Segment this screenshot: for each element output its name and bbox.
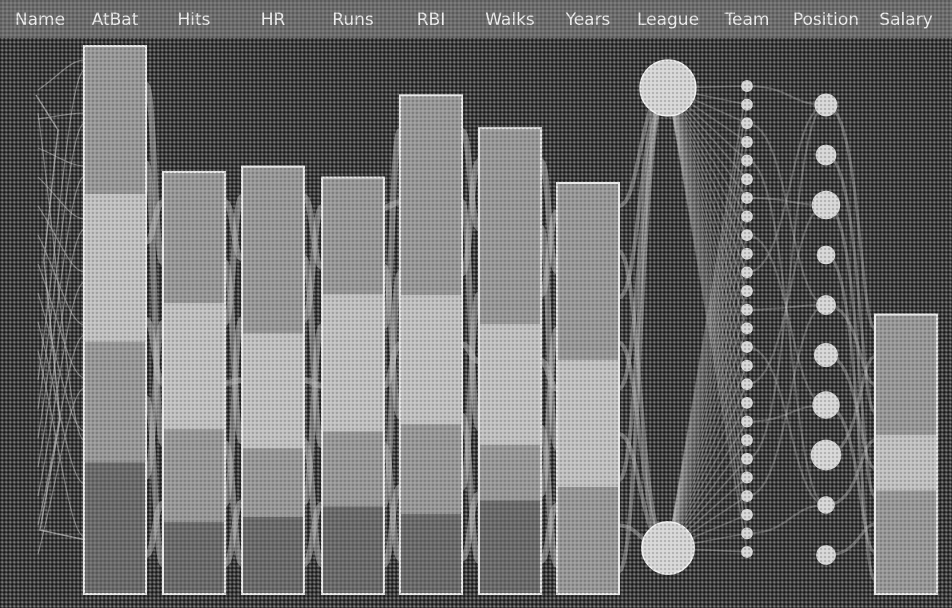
- bars-layer: [83, 45, 938, 596]
- bar-segment-hits: [163, 172, 225, 303]
- team-node: [741, 247, 753, 260]
- ribbon-name: [37, 147, 86, 167]
- team-node: [741, 471, 753, 484]
- position-node: [816, 545, 836, 565]
- header-atbat: AtBat: [92, 10, 139, 30]
- league-node: [641, 521, 695, 575]
- team-node: [741, 341, 753, 353]
- team-node: [741, 191, 753, 204]
- team-node: [741, 173, 753, 186]
- bar-segment-hr: [242, 448, 304, 518]
- team-node: [741, 434, 753, 447]
- position-node: [816, 245, 836, 265]
- bar-segment-walks: [479, 323, 541, 445]
- bar-segment-hr: [242, 166, 304, 334]
- ribbon-team-position: [746, 104, 827, 274]
- position-node: [812, 391, 840, 419]
- bar-segment-runs: [322, 506, 384, 594]
- team-node: [741, 527, 753, 540]
- bar-segment-hits: [163, 429, 225, 523]
- team-node: [741, 490, 753, 502]
- bar-segment-hr: [242, 517, 304, 594]
- ribbon-name: [37, 112, 86, 120]
- bar-segment-years: [557, 359, 619, 488]
- header-salary: Salary: [879, 10, 932, 30]
- ribbon-team-position: [746, 504, 827, 535]
- team-node: [741, 322, 753, 335]
- bar-segment-salary: [875, 490, 937, 594]
- team-node: [741, 285, 753, 297]
- bar-segment-atbat: [84, 341, 146, 463]
- team-node: [741, 136, 753, 148]
- team-node: [741, 303, 753, 316]
- ribbon-name: [37, 175, 86, 439]
- bar-segment-hr: [242, 333, 304, 449]
- team-node: [741, 80, 753, 92]
- league-node: [639, 59, 697, 117]
- bar-segment-salary: [875, 314, 937, 435]
- bar-segment-atbat: [84, 462, 146, 594]
- team-node: [741, 98, 753, 111]
- header-hr: HR: [261, 10, 286, 30]
- bar-segment-atbat: [84, 46, 146, 194]
- bar-segment-salary: [875, 434, 937, 491]
- bar-segment-years: [557, 487, 619, 594]
- team-node: [741, 452, 753, 465]
- team-node: [741, 117, 753, 130]
- bar-segment-hits: [163, 302, 225, 430]
- header-league: League: [637, 10, 699, 30]
- bar-segment-rbi: [400, 95, 462, 295]
- header-walks: Walks: [485, 10, 535, 30]
- position-node: [815, 144, 837, 166]
- position-node: [817, 496, 835, 514]
- ribbon-team-position: [746, 204, 827, 386]
- ribbon-name-outline: [35, 94, 87, 541]
- bar-segment-years: [557, 183, 619, 360]
- header-years: Years: [565, 10, 611, 30]
- bar-segment-walks: [479, 128, 541, 324]
- team-node: [741, 229, 753, 241]
- ribbon-name: [37, 176, 86, 220]
- team-node: [741, 210, 753, 223]
- header-rbi: RBI: [417, 10, 446, 30]
- position-node: [810, 439, 842, 471]
- position-node: [813, 342, 839, 368]
- bar-segment-walks: [479, 500, 541, 594]
- team-node: [741, 359, 753, 372]
- team-node: [741, 508, 753, 521]
- header-team: Team: [724, 10, 770, 30]
- position-node: [811, 190, 841, 220]
- bar-segment-rbi: [400, 424, 462, 515]
- bar-segment-rbi: [400, 294, 462, 425]
- ribbon-team-position: [746, 345, 827, 506]
- team-node: [741, 266, 753, 279]
- team-node: [741, 546, 753, 558]
- team-node: [741, 415, 753, 428]
- bar-segment-atbat: [84, 193, 146, 342]
- header-hits: Hits: [177, 10, 210, 30]
- ribbon-name: [37, 59, 86, 91]
- bar-segment-runs: [322, 431, 384, 507]
- position-node: [816, 295, 836, 315]
- team-node: [741, 378, 753, 391]
- bar-segment-hits: [163, 522, 225, 594]
- header-name: Name: [15, 10, 65, 30]
- bar-segment-runs: [322, 294, 384, 432]
- header-position: Position: [793, 10, 859, 30]
- team-node: [741, 154, 753, 167]
- bar-segment-runs: [322, 177, 384, 295]
- team-node: [741, 397, 753, 409]
- bar-segment-walks: [479, 444, 541, 501]
- header-runs: Runs: [332, 10, 374, 30]
- position-node: [814, 93, 838, 117]
- bar-segment-rbi: [400, 514, 462, 594]
- ribbon-team-position: [746, 85, 827, 106]
